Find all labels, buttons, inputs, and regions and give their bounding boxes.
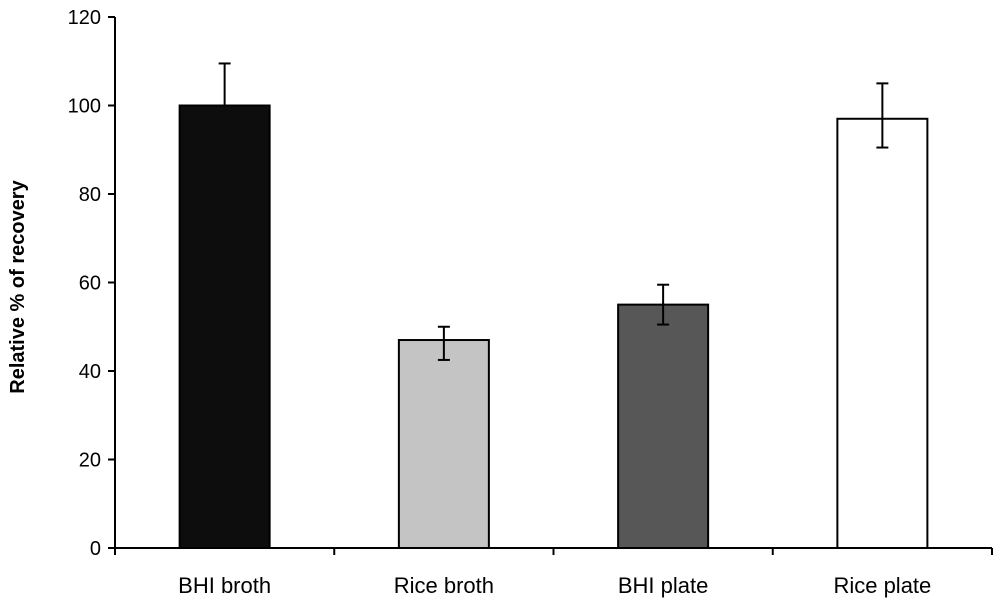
x-tick-label: BHI plate [618, 573, 709, 598]
x-tick-label: BHI broth [178, 573, 271, 598]
y-tick-label: 120 [68, 7, 101, 29]
y-tick-label: 40 [79, 361, 101, 383]
bar-bhi-broth [178, 104, 271, 549]
bar-rice-broth [397, 339, 490, 549]
y-tick-label: 100 [68, 96, 101, 118]
y-tick-label: 20 [79, 450, 101, 472]
y-tick-label: 60 [79, 273, 101, 295]
bars-layer [178, 104, 929, 550]
axes-layer [108, 16, 993, 555]
x-tick-label: Rice plate [833, 573, 931, 598]
error-bars-layer [218, 62, 889, 361]
bar-bhi-plate [617, 303, 710, 549]
bar-rice-plate [836, 117, 929, 550]
x-tick-label: Rice broth [394, 573, 494, 598]
y-tick-label: 80 [79, 184, 101, 206]
y-tick-label: 0 [90, 538, 101, 560]
y-axis-title: Relative % of recovery [7, 179, 29, 393]
labels-layer: BHI broth Rice broth BHI plate Rice plate 0 2… [68, 7, 932, 598]
